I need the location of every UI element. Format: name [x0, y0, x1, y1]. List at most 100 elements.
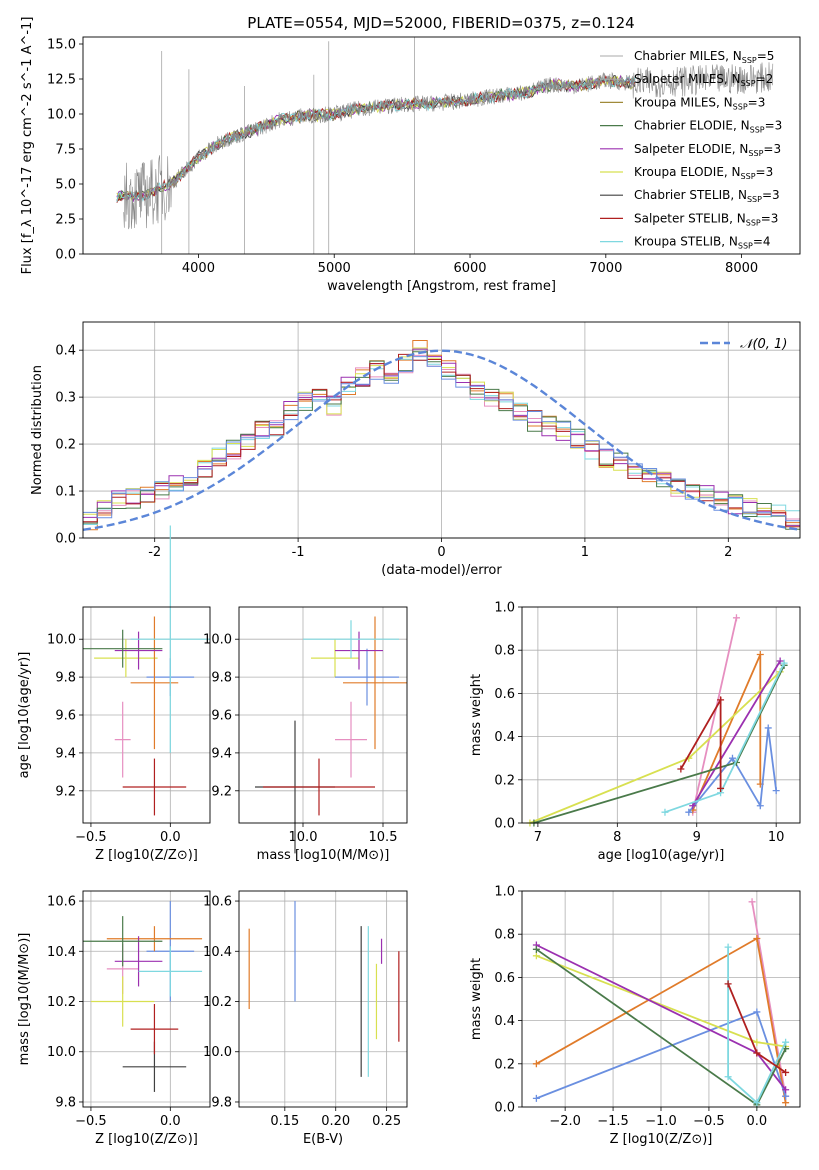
plot-area: [248, 901, 400, 1077]
weight-line: [727, 947, 787, 1105]
legend-nssp: =2: [756, 72, 774, 86]
plot-area: [116, 37, 774, 254]
weight-marker: [756, 651, 764, 659]
axes-frame: [82, 321, 801, 539]
weight-marker: [772, 787, 780, 795]
spectrum-lines: [116, 37, 774, 254]
weight-marker: [724, 980, 732, 988]
x-tick-label: 0.15: [270, 1114, 299, 1129]
weight-marker: [532, 1094, 540, 1102]
weight-line: [751, 901, 787, 1097]
y-tick-label: 0.2: [494, 773, 515, 788]
x-axis-label: Z [log10(Z/Z⊙)]: [95, 848, 198, 863]
x-tick-label: 0.0: [747, 1114, 768, 1129]
weight-line: [691, 617, 738, 813]
figure-title: PLATE=0554, MJD=52000, FIBERID=0375, z=0…: [247, 14, 634, 32]
weight-marker: [717, 784, 725, 792]
x-axis-label: Z [log10(Z/Z⊙)]: [95, 1132, 198, 1147]
legend-label: Kroupa STELIB, NSSP=4: [634, 235, 771, 251]
weight-marker: [782, 1068, 790, 1076]
weight-marker: [732, 614, 740, 622]
weight-marker: [782, 1086, 790, 1094]
x-axis-label: wavelength [Angstrom, rest frame]: [327, 279, 556, 294]
x-tick-label: −1.0: [645, 1114, 677, 1129]
x-tick-label: 10.5: [369, 830, 398, 845]
x-tick-label: 6000: [453, 261, 486, 276]
x-tick-label: 10: [768, 830, 785, 845]
legend-subscript: SSP: [741, 79, 756, 88]
y-tick-label: 2.5: [55, 213, 76, 228]
x-tick-label: 8: [613, 830, 621, 845]
y-tick-label: 10.4: [203, 945, 232, 960]
y-tick-label: 0.0: [494, 817, 515, 832]
weight-marker: [753, 1008, 761, 1016]
x-axis-label: (data-model)/error: [381, 563, 502, 578]
legend-subscript: SSP: [742, 56, 757, 65]
legend-label: Chabrier ELODIE, NSSP=3: [634, 119, 782, 135]
legend-label: Salpeter STELIB, NSSP=3: [634, 211, 778, 227]
model-line: [116, 74, 636, 201]
y-tick-label: 9.4: [55, 746, 76, 761]
y-tick-label: 0.3: [55, 391, 76, 406]
x-tick-label: −1.5: [597, 1114, 629, 1129]
legend-nssp: =3: [748, 95, 766, 109]
weight-marker: [532, 945, 540, 953]
axes-frame: [238, 606, 408, 824]
x-axis-label: Z [log10(Z/Z⊙)]: [610, 1132, 713, 1147]
x-tick-label: 0.0: [160, 1114, 181, 1129]
y-tick-label: 0.8: [494, 928, 515, 943]
x-axis-label: E(B-V): [303, 1132, 343, 1147]
legend-label: Kroupa MILES, NSSP=3: [634, 95, 765, 111]
x-tick-label: 0: [437, 545, 445, 560]
weight-marker: [661, 808, 669, 816]
y-tick-label: 12.5: [47, 73, 76, 88]
weight-marker: [776, 657, 784, 665]
panel-weight-vs-age: 7 8 9 10 0.0 0.2 0.4 0.6 0.8 1.0 age [log10(age/yr…: [469, 601, 801, 863]
legend-label: Salpeter MILES, NSSP=2: [634, 72, 773, 88]
y-tick-label: 10.6: [203, 895, 232, 910]
panel-weight-vs-Z: −2.0 −1.5 −1.0 −0.5 0.0 0.0 0.2 0.4 0.6 0.8 1.0 Z […: [469, 885, 801, 1147]
y-axis-label: mass weight: [469, 958, 484, 1040]
x-tick-label: −0.5: [75, 1114, 107, 1129]
observed-spectrum: [123, 62, 774, 230]
axes-frame: [82, 36, 801, 255]
weight-marker: [532, 1060, 540, 1068]
plot-area: [83, 525, 210, 816]
weight-marker: [764, 724, 772, 732]
weight-marker: [532, 952, 540, 960]
weight-marker: [756, 802, 764, 810]
weight-marker: [724, 943, 732, 951]
y-tick-label: 0.6: [494, 687, 515, 702]
legend: 𝒩(0, 1): [700, 337, 787, 352]
x-tick-label: 10.0: [289, 830, 318, 845]
y-axis-label: mass [log10(M/M⊙)]: [17, 933, 32, 1066]
y-tick-label: 0.4: [494, 730, 515, 745]
x-tick-label: 7000: [589, 261, 622, 276]
model-line: [116, 76, 636, 202]
weight-marker: [780, 659, 788, 667]
weight-marker: [753, 1038, 761, 1046]
x-tick-label: -1: [292, 545, 305, 560]
model-line: [116, 75, 636, 202]
y-tick-label: 10.0: [47, 633, 76, 648]
axes-frame: [238, 890, 408, 1108]
y-tick-label: 9.8: [211, 671, 232, 686]
legend: Chabrier MILES, NSSP=5 Salpeter MILES, NS…: [600, 49, 782, 251]
panel-age-vs-Z: −0.5 0.0 9.2 9.4 9.6 9.8 10.0 Z [log10(Z/Z⊙)] ag…: [17, 525, 211, 863]
weight-marker: [782, 1099, 790, 1107]
y-tick-label: 0.0: [55, 532, 76, 547]
model-line: [116, 75, 636, 201]
y-axis-label: Normed distribution: [30, 365, 45, 495]
x-tick-label: 5000: [318, 261, 351, 276]
legend-nssp: =3: [763, 142, 781, 156]
weight-marker: [677, 765, 685, 773]
legend-label: 𝒩(0, 1): [740, 337, 787, 352]
y-tick-label: 9.2: [211, 784, 232, 799]
x-tick-label: 4000: [182, 261, 215, 276]
y-tick-label: 10.4: [47, 945, 76, 960]
weight-marker: [717, 696, 725, 704]
legend-subscript: SSP: [747, 195, 762, 204]
y-tick-label: 15.0: [47, 38, 76, 53]
x-axis-label: mass [log10(M/M⊙)]: [257, 848, 390, 863]
